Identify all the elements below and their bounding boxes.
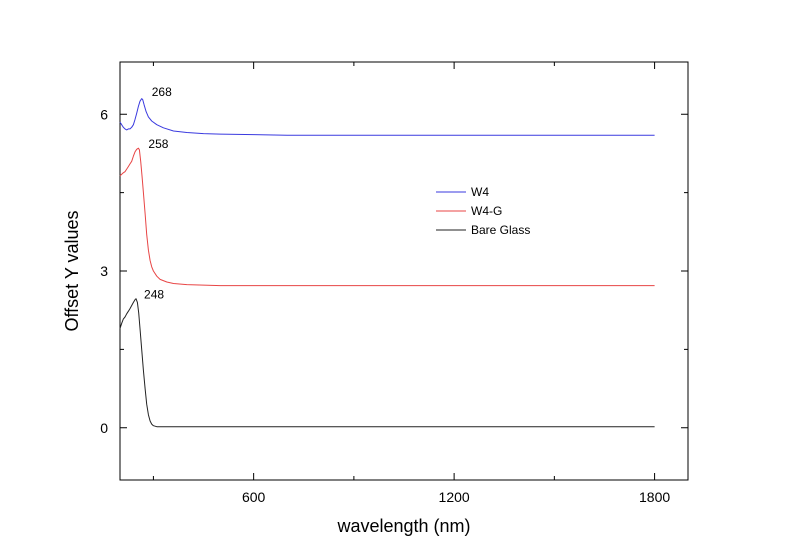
y-axis-label: Offset Y values [62, 210, 82, 331]
legend-label: W4 [471, 185, 489, 199]
axis-tick-labels: 600 1200 1800 0 3 6 [100, 106, 670, 505]
axis-ticks [120, 62, 688, 480]
y-tick-label: 6 [100, 106, 108, 122]
x-tick-label: 1800 [639, 489, 670, 505]
peak-label: 258 [148, 137, 168, 151]
y-tick-label: 3 [100, 263, 108, 279]
x-axis-label: wavelength (nm) [336, 516, 470, 536]
legend: W4 W4-G Bare Glass [436, 185, 530, 237]
peak-label: 268 [152, 85, 172, 99]
peak-annotations: 268 258 248 [144, 85, 172, 302]
legend-label: W4-G [471, 204, 502, 218]
peak-label: 248 [144, 288, 164, 302]
x-tick-label: 600 [242, 489, 266, 505]
series-line-1 [119, 147, 655, 287]
plot-frame [119, 61, 689, 481]
series-line-2 [119, 298, 655, 428]
series-line-0 [119, 98, 655, 136]
y-tick-label: 0 [100, 420, 108, 436]
legend-label: Bare Glass [471, 223, 530, 237]
series-lines [119, 98, 655, 428]
x-tick-label: 1200 [439, 489, 470, 505]
